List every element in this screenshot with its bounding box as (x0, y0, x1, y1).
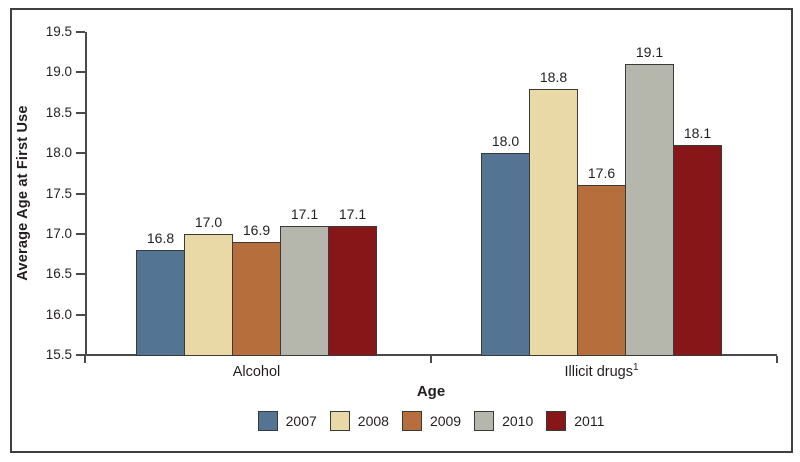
bar-2010-illicit-drugs (625, 64, 674, 356)
legend-item-2007: 2007 (257, 411, 317, 431)
x-tick (84, 356, 86, 363)
bar-2007-alcohol (136, 250, 185, 356)
bar-2011-illicit-drugs (673, 145, 722, 356)
bar-2009-alcohol (232, 241, 281, 356)
bar-2008-illicit-drugs (529, 88, 578, 356)
legend-item-2010: 2010 (474, 411, 533, 431)
legend-swatch-2009 (401, 411, 422, 431)
chart-frame-border (10, 8, 793, 453)
y-tick (76, 354, 85, 356)
legend-label-2008: 2008 (357, 413, 389, 429)
y-tick-label: 17.0 (45, 225, 72, 241)
legend-swatch-2008 (329, 411, 350, 431)
x-axis-title: Age (416, 383, 446, 400)
y-tick-label: 19.5 (45, 24, 72, 39)
y-tick (76, 31, 85, 33)
x-tick (430, 356, 432, 363)
y-tick (76, 192, 85, 195)
bar-value-label: 18.1 (683, 125, 712, 142)
y-tick-label: 19.0 (45, 64, 72, 80)
legend-swatch-2011 (546, 411, 567, 431)
legend-swatch-2010 (474, 411, 495, 431)
bar-value-label: 17.6 (587, 165, 616, 182)
y-axis-line (85, 32, 87, 355)
y-tick-label: 16.5 (45, 266, 72, 282)
y-tick-label: 15.5 (45, 347, 72, 362)
legend-item-2008: 2008 (329, 411, 389, 431)
bar-value-label: 17.1 (338, 205, 367, 222)
bar-value-label: 17.1 (290, 205, 319, 222)
bar-2009-illicit-drugs (577, 185, 626, 356)
bar-value-label: 18.0 (491, 133, 520, 150)
bar-2010-alcohol (280, 225, 329, 356)
y-tick (76, 152, 85, 155)
category-label-illicit-drugs: Illicit drugs1 (564, 362, 639, 380)
legend-label-2007: 2007 (285, 413, 317, 429)
bar-value-label: 19.1 (635, 44, 664, 61)
y-tick (76, 71, 85, 74)
y-tick (76, 313, 85, 316)
bar-value-label: 17.0 (194, 213, 223, 230)
x-axis-line (85, 354, 777, 356)
bar-value-label: 16.9 (242, 221, 271, 238)
bar-value-label: 16.8 (146, 230, 175, 247)
legend-item-2011: 2011 (546, 411, 604, 431)
y-tick (76, 111, 85, 114)
legend-item-2009: 2009 (401, 411, 462, 431)
bar-2007-illicit-drugs (481, 153, 530, 356)
y-tick-label: 18.5 (45, 104, 72, 120)
y-tick (76, 273, 85, 276)
bar-2008-alcohol (184, 233, 233, 356)
bar-value-label: 18.8 (539, 68, 568, 85)
legend: 2007 2008 2009 2010 2011 (85, 411, 777, 431)
x-tick (776, 356, 778, 363)
y-tick-label: 16.0 (45, 306, 72, 322)
y-tick (76, 232, 85, 235)
legend-label-2011: 2011 (574, 413, 605, 429)
legend-label-2010: 2010 (502, 413, 534, 429)
y-tick-label: 18.0 (45, 145, 72, 161)
legend-label-2009: 2009 (429, 413, 462, 429)
category-label-alcohol: Alcohol (232, 364, 281, 380)
legend-swatch-2007 (257, 411, 278, 431)
bar-2011-alcohol (328, 225, 377, 356)
y-tick-label: 17.5 (45, 185, 72, 201)
